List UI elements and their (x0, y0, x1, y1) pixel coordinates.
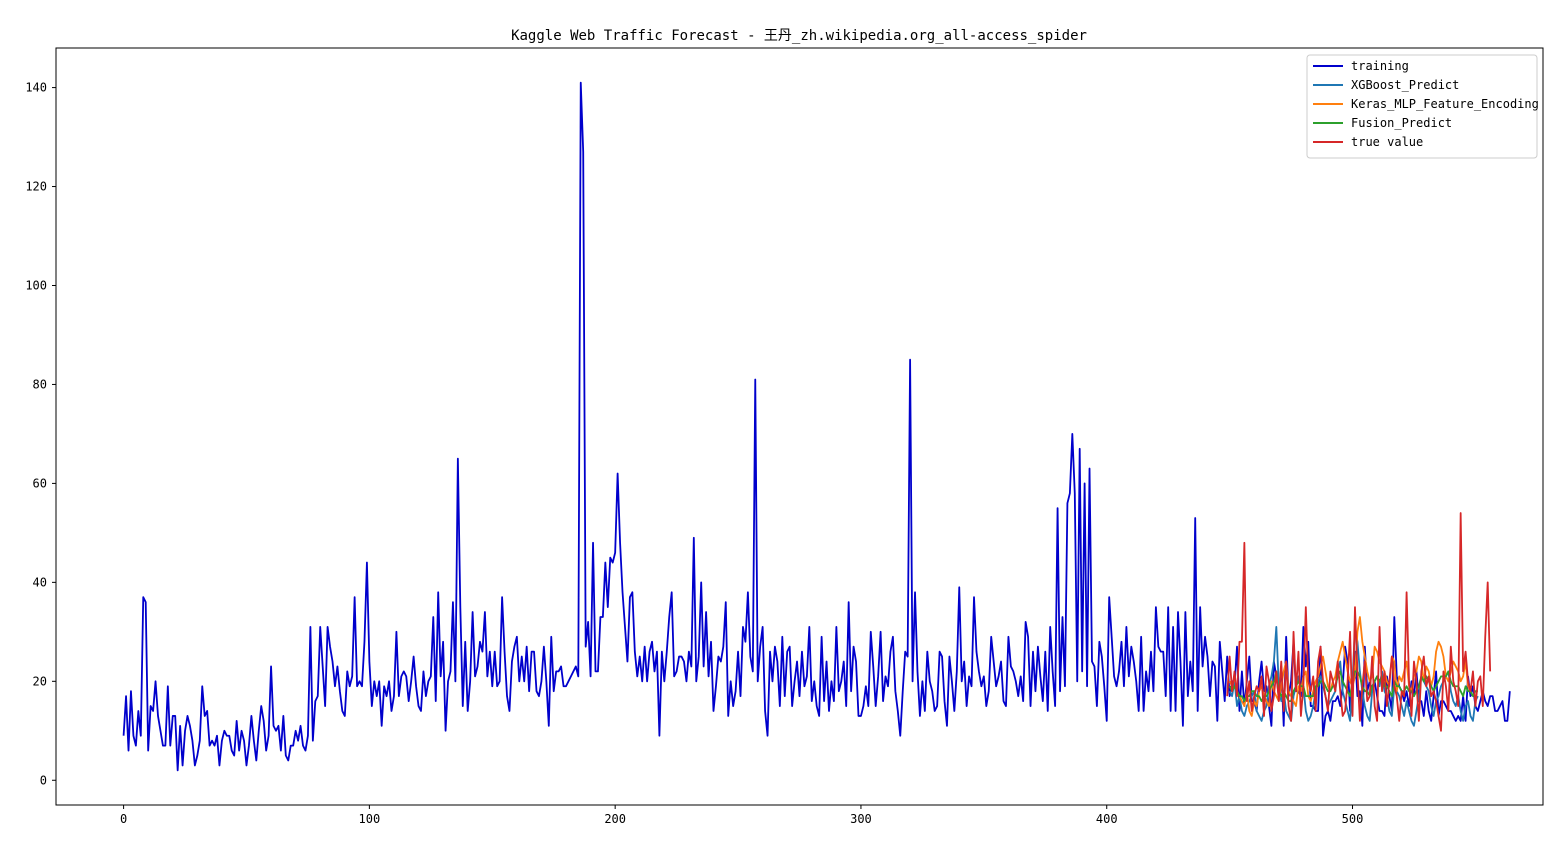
y-tick-label: 40 (33, 575, 47, 589)
x-tick-label: 400 (1096, 812, 1118, 826)
y-tick-label: 120 (25, 180, 47, 194)
y-tick-label: 60 (33, 476, 47, 490)
legend: training XGBoost_Predict Keras_MLP_Feature… (1306, 54, 1539, 159)
x-tick-label: 0 (120, 812, 127, 826)
axes-layer: 0 100 200 300 400 500 0 20 40 60 80 100 120 140 (25, 81, 1363, 826)
x-tick-label: 300 (850, 812, 872, 826)
chart-title: Kaggle Web Traffic Forecast - 王丹_zh.wiki… (511, 28, 1087, 44)
x-tick-label: 200 (604, 812, 626, 826)
series-layer (122, 81, 1511, 772)
x-tick-label: 500 (1342, 812, 1364, 826)
y-tick-label: 80 (33, 377, 47, 391)
x-tick-label: 100 (359, 812, 381, 826)
y-tick-label: 140 (25, 81, 47, 95)
legend-box (1306, 54, 1538, 159)
series-line-training (122, 81, 1511, 772)
legend-label: XGBoost_Predict (1351, 78, 1459, 92)
y-tick-label: 20 (33, 674, 47, 688)
legend-label: training (1351, 59, 1409, 73)
y-tick-label: 0 (40, 773, 47, 787)
legend-label: true value (1351, 135, 1423, 149)
legend-label: Fusion_Predict (1351, 116, 1452, 130)
legend-label: Keras_MLP_Feature_Encoding (1351, 97, 1539, 111)
series-line-true-value (1226, 512, 1492, 732)
plot-frame (55, 47, 1544, 806)
y-tick-label: 100 (25, 278, 47, 292)
